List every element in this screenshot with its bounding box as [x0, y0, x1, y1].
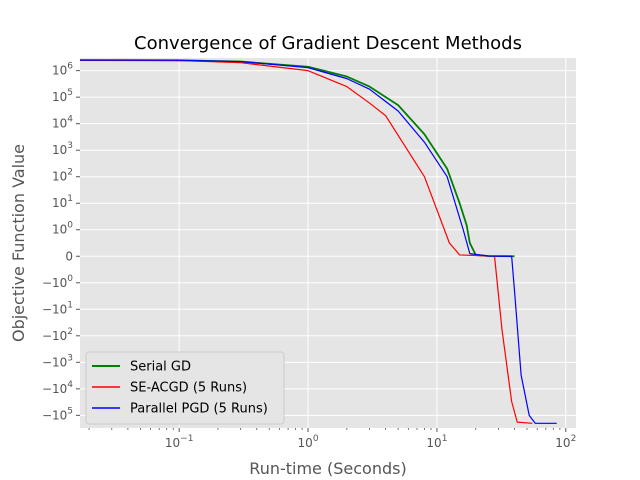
y-tick-label: 104 — [52, 115, 73, 131]
y-tick-label: −104 — [42, 380, 73, 396]
y-tick-label: 0 — [65, 249, 73, 263]
tick-layer: 10−1 100 101 102 106 105 104 103 102 101 100 0 −100 −… — [42, 62, 576, 450]
x-tick-label: 102 — [555, 434, 576, 450]
x-tick-label: 10−1 — [165, 434, 194, 450]
y-tick-label: 106 — [52, 62, 73, 78]
y-tick-label: 102 — [52, 168, 73, 184]
series-line-3 — [79, 59, 557, 424]
y-tick-label: 103 — [52, 141, 73, 157]
series-layer — [79, 59, 557, 424]
y-tick-label: −101 — [42, 300, 73, 316]
legend-label: Parallel PGD (5 Runs) — [130, 402, 268, 417]
y-tick-label: 105 — [52, 88, 73, 104]
legend-box — [85, 351, 285, 425]
grid-layer — [80, 58, 576, 428]
y-tick-label: −100 — [42, 274, 73, 290]
y-tick-label: −102 — [42, 327, 73, 343]
legend: Serial GD SE-ACGD (5 Runs) Parallel PGD (5… — [85, 351, 285, 425]
series-line-2 — [79, 59, 533, 424]
x-tick-label: 101 — [426, 434, 447, 450]
x-axis-label: Run-time (Seconds) — [249, 459, 406, 478]
legend-label: Serial GD — [130, 360, 191, 375]
chart-title: Convergence of Gradient Descent Methods — [134, 33, 522, 54]
y-tick-label: 101 — [52, 194, 73, 210]
legend-label: SE-ACGD (5 Runs) — [130, 381, 247, 396]
y-axis-label: Objective Function Value — [9, 144, 28, 342]
x-tick-label: 100 — [298, 434, 319, 450]
y-tick-label: −103 — [42, 353, 73, 369]
y-tick-label: −105 — [42, 406, 73, 422]
y-tick-label: 100 — [52, 221, 73, 237]
